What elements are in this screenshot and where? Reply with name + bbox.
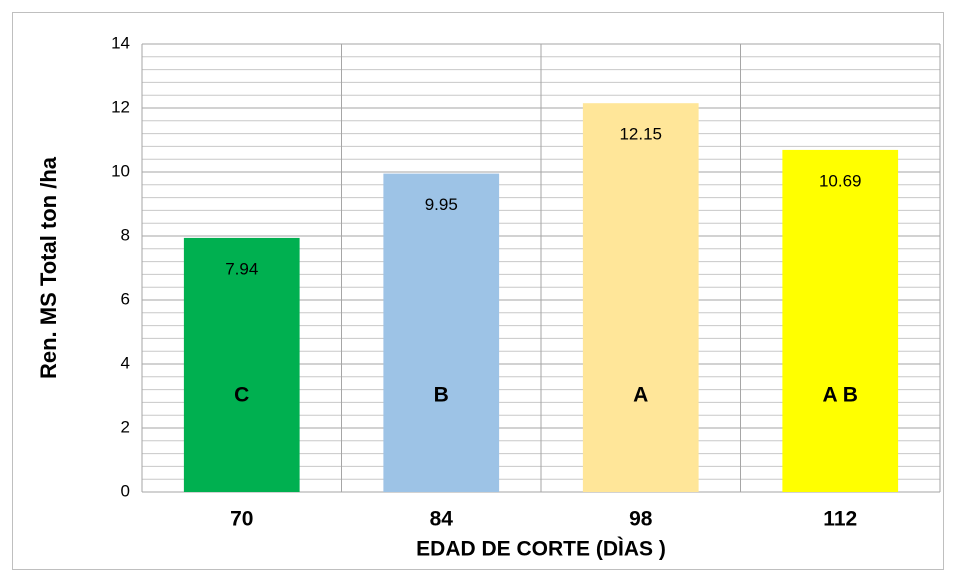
x-tick-label: 112 <box>823 508 857 531</box>
y-tick-label: 0 <box>121 481 130 500</box>
x-tick-label: 84 <box>430 508 454 531</box>
y-tick-label: 8 <box>121 225 130 244</box>
y-tick-label: 10 <box>111 161 130 180</box>
y-tick-label: 6 <box>121 289 130 308</box>
group-label: A <box>633 384 648 407</box>
y-tick-label: 4 <box>121 353 130 372</box>
group-label: A B <box>823 384 858 407</box>
x-tick-label: 70 <box>230 508 253 531</box>
bar <box>383 173 500 492</box>
group-label: B <box>434 384 449 407</box>
x-axis-title: EDAD DE CORTE (DÌAS ) <box>416 538 666 561</box>
bar <box>183 237 300 492</box>
y-tick-label: 12 <box>111 97 130 116</box>
bar <box>582 103 699 492</box>
x-tick-label: 98 <box>629 508 653 531</box>
value-label: 9.95 <box>425 195 458 214</box>
value-label: 10.69 <box>819 171 862 190</box>
group-label: C <box>234 384 249 407</box>
y-tick-label: 14 <box>111 33 130 52</box>
y-axis-title: Ren. MS Total ton /ha <box>36 156 61 379</box>
y-tick-label: 2 <box>121 417 130 436</box>
value-label: 7.94 <box>225 259 258 278</box>
bar <box>782 149 899 493</box>
value-label: 12.15 <box>619 125 662 144</box>
